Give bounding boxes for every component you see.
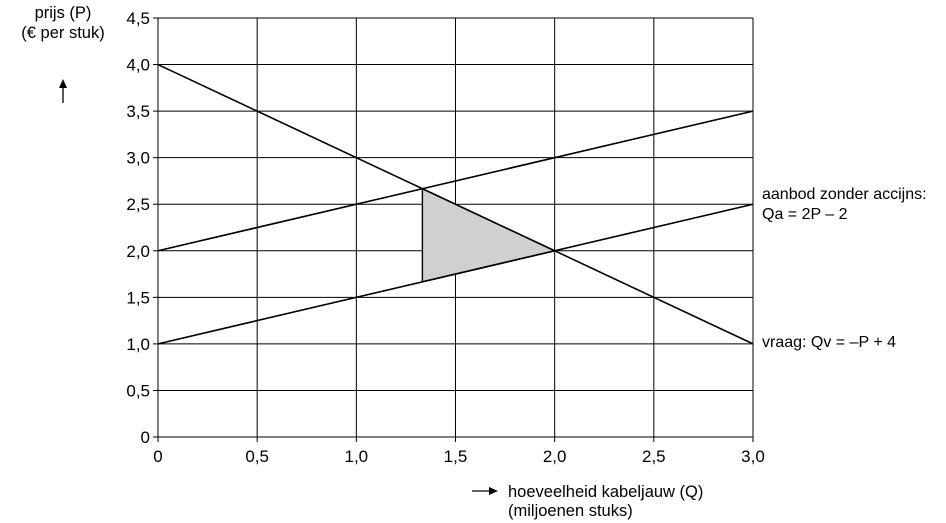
supply-annotation-line1: aanbod zonder accijns: <box>762 186 927 203</box>
x-axis-title-line1: hoeveelheid kabeljauw (Q) <box>508 483 703 501</box>
y-tick-label: 3,0 <box>126 149 150 168</box>
y-axis-title-line1: prijs (P) <box>35 4 92 22</box>
y-tick-label: 4,0 <box>126 56 150 75</box>
x-tick-label: 2,5 <box>642 447 666 466</box>
x-tick-label: 2,0 <box>543 447 567 466</box>
y-tick-label: 0 <box>141 428 150 447</box>
shaded-triangle <box>421 187 557 283</box>
y-axis-arrow-icon <box>59 79 67 103</box>
x-tick-label: 3,0 <box>741 447 765 466</box>
y-tick-label: 4,5 <box>126 9 150 28</box>
y-axis-title-line2: (€ per stuk) <box>21 24 104 42</box>
shaded-area-group <box>421 187 557 283</box>
y-tick-label: 1,5 <box>126 288 150 307</box>
y-tick-label: 3,5 <box>126 102 150 121</box>
demand-annotation: vraag: Qv = –P + 4 <box>762 334 896 351</box>
supply-line-without-excise <box>157 203 754 345</box>
series-lines <box>157 63 754 345</box>
supply-line-with-excise <box>157 110 754 252</box>
supply-annotation-line2: Qa = 2P – 2 <box>762 206 848 223</box>
x-tick-label: 1,0 <box>345 447 369 466</box>
x-axis-arrow-icon <box>472 487 498 495</box>
x-tick-label: 0 <box>153 447 162 466</box>
x-tick-label: 1,5 <box>444 447 468 466</box>
y-tick-label: 0,5 <box>126 381 150 400</box>
x-tick-label: 0,5 <box>245 447 269 466</box>
y-tick-label: 2,0 <box>126 242 150 261</box>
tick-labels: 0 0,5 1,0 1,5 2,0 2,5 3,0 0 0,5 1,0 1,5 2,0 2,5 3,0 3,… <box>126 9 764 466</box>
y-tick-label: 1,0 <box>126 335 150 354</box>
x-axis-title-line2: (miljoenen stuks) <box>508 502 633 520</box>
y-tick-label: 2,5 <box>126 195 150 214</box>
demand-line <box>157 63 754 345</box>
